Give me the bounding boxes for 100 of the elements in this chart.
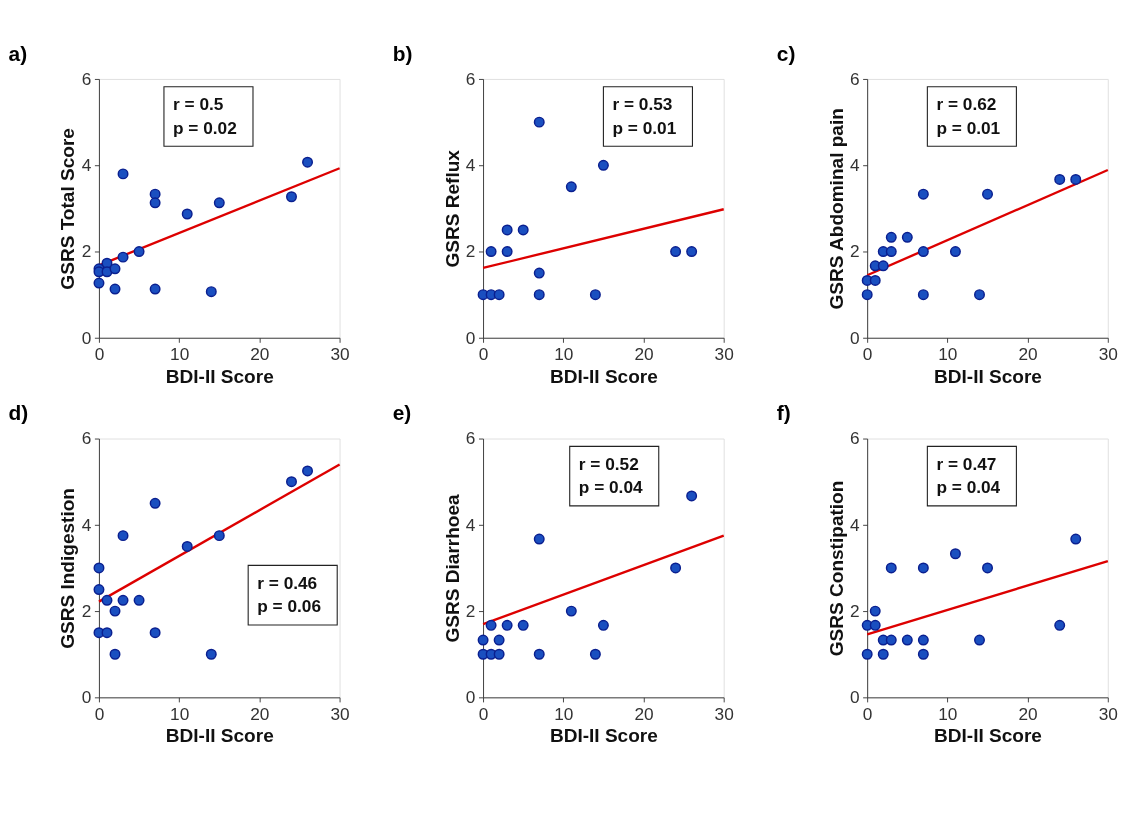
point xyxy=(861,289,873,301)
x-tick-label: 0 xyxy=(478,703,489,724)
y-axis-title: GSRS Reflux xyxy=(441,149,463,268)
point xyxy=(917,289,929,301)
x-tick-label: 10 xyxy=(170,703,190,724)
point xyxy=(149,627,161,639)
point xyxy=(493,289,505,301)
x-tick-label: 10 xyxy=(554,344,574,365)
chart-title: b) xyxy=(392,41,413,65)
point xyxy=(109,263,121,275)
annotation: r = 0.5 xyxy=(173,94,224,115)
x-tick-label: 20 xyxy=(1018,344,1038,365)
chart-title: f) xyxy=(776,401,791,425)
y-tick-label: 2 xyxy=(849,601,860,622)
chart-title: c) xyxy=(776,41,796,65)
y-tick-label: 0 xyxy=(81,687,92,708)
point xyxy=(533,267,545,279)
point xyxy=(213,197,225,209)
point xyxy=(869,619,881,631)
y-tick-label: 6 xyxy=(81,428,92,449)
point xyxy=(949,246,961,258)
point xyxy=(109,283,121,295)
point xyxy=(302,465,314,477)
annotation: p = 0.02 xyxy=(173,117,237,138)
point xyxy=(533,116,545,128)
point xyxy=(589,648,601,660)
point xyxy=(1054,174,1066,185)
annotation: r = 0.52 xyxy=(578,453,639,474)
x-tick-label: 30 xyxy=(1098,703,1118,724)
point xyxy=(901,231,913,243)
point xyxy=(485,246,497,258)
annotation: p = 0.06 xyxy=(257,596,322,617)
point xyxy=(149,197,161,209)
point xyxy=(974,634,985,646)
point xyxy=(533,289,545,301)
point xyxy=(109,648,121,660)
y-tick-label: 4 xyxy=(465,155,476,176)
point xyxy=(877,648,889,660)
y-tick-label: 4 xyxy=(849,514,860,535)
point xyxy=(205,286,217,298)
annotation: r = 0.53 xyxy=(612,94,673,115)
point xyxy=(565,181,577,193)
chart-title: e) xyxy=(392,401,412,425)
y-tick-label: 4 xyxy=(849,155,860,176)
y-tick-label: 2 xyxy=(465,241,476,262)
y-tick-label: 6 xyxy=(849,68,860,89)
point xyxy=(149,283,161,295)
point xyxy=(101,594,113,606)
point xyxy=(1070,533,1082,545)
y-tick-label: 6 xyxy=(465,68,476,89)
point xyxy=(109,605,121,617)
point xyxy=(302,156,314,168)
x-tick-label: 30 xyxy=(1098,344,1118,365)
point xyxy=(885,634,897,646)
y-axis-title: GSRS Abdominal pain xyxy=(825,108,847,310)
x-tick-label: 0 xyxy=(862,703,873,724)
point xyxy=(686,490,698,502)
y-tick-label: 0 xyxy=(849,327,860,348)
x-tick-label: 0 xyxy=(94,703,105,724)
point xyxy=(93,584,105,596)
point xyxy=(917,246,929,258)
x-tick-label: 30 xyxy=(330,703,350,724)
point xyxy=(589,289,601,301)
x-tick-label: 20 xyxy=(634,344,654,365)
point xyxy=(149,497,161,509)
annotation: r = 0.46 xyxy=(257,572,318,593)
y-tick-label: 2 xyxy=(849,241,860,262)
annotation: p = 0.04 xyxy=(578,477,643,498)
x-axis-title: BDI-II Score xyxy=(933,725,1042,747)
point xyxy=(917,188,929,200)
x-tick-label: 30 xyxy=(714,703,734,724)
chart-title: a) xyxy=(8,41,28,65)
y-tick-label: 0 xyxy=(849,687,860,708)
x-axis-title: BDI-II Score xyxy=(933,365,1042,387)
point xyxy=(501,246,513,258)
point xyxy=(949,548,961,560)
point xyxy=(1070,174,1082,185)
point xyxy=(493,634,505,646)
y-tick-label: 4 xyxy=(81,155,92,176)
chart-title: d) xyxy=(8,401,29,425)
point xyxy=(286,476,297,488)
y-tick-label: 4 xyxy=(81,514,92,535)
point xyxy=(181,208,193,220)
point xyxy=(286,191,297,203)
point xyxy=(982,188,994,200)
point xyxy=(877,260,889,272)
annotation: r = 0.62 xyxy=(936,94,997,115)
x-tick-label: 20 xyxy=(250,703,270,724)
point xyxy=(485,619,497,631)
point xyxy=(477,634,489,646)
point xyxy=(101,627,113,639)
x-axis-title: BDI-II Score xyxy=(165,365,274,387)
point xyxy=(533,648,545,660)
x-axis-title: BDI-II Score xyxy=(165,725,274,747)
point xyxy=(93,277,105,289)
x-axis-title: BDI-II Score xyxy=(549,725,658,747)
point xyxy=(982,562,994,574)
point xyxy=(533,533,545,545)
point xyxy=(885,246,897,258)
point xyxy=(117,251,129,263)
